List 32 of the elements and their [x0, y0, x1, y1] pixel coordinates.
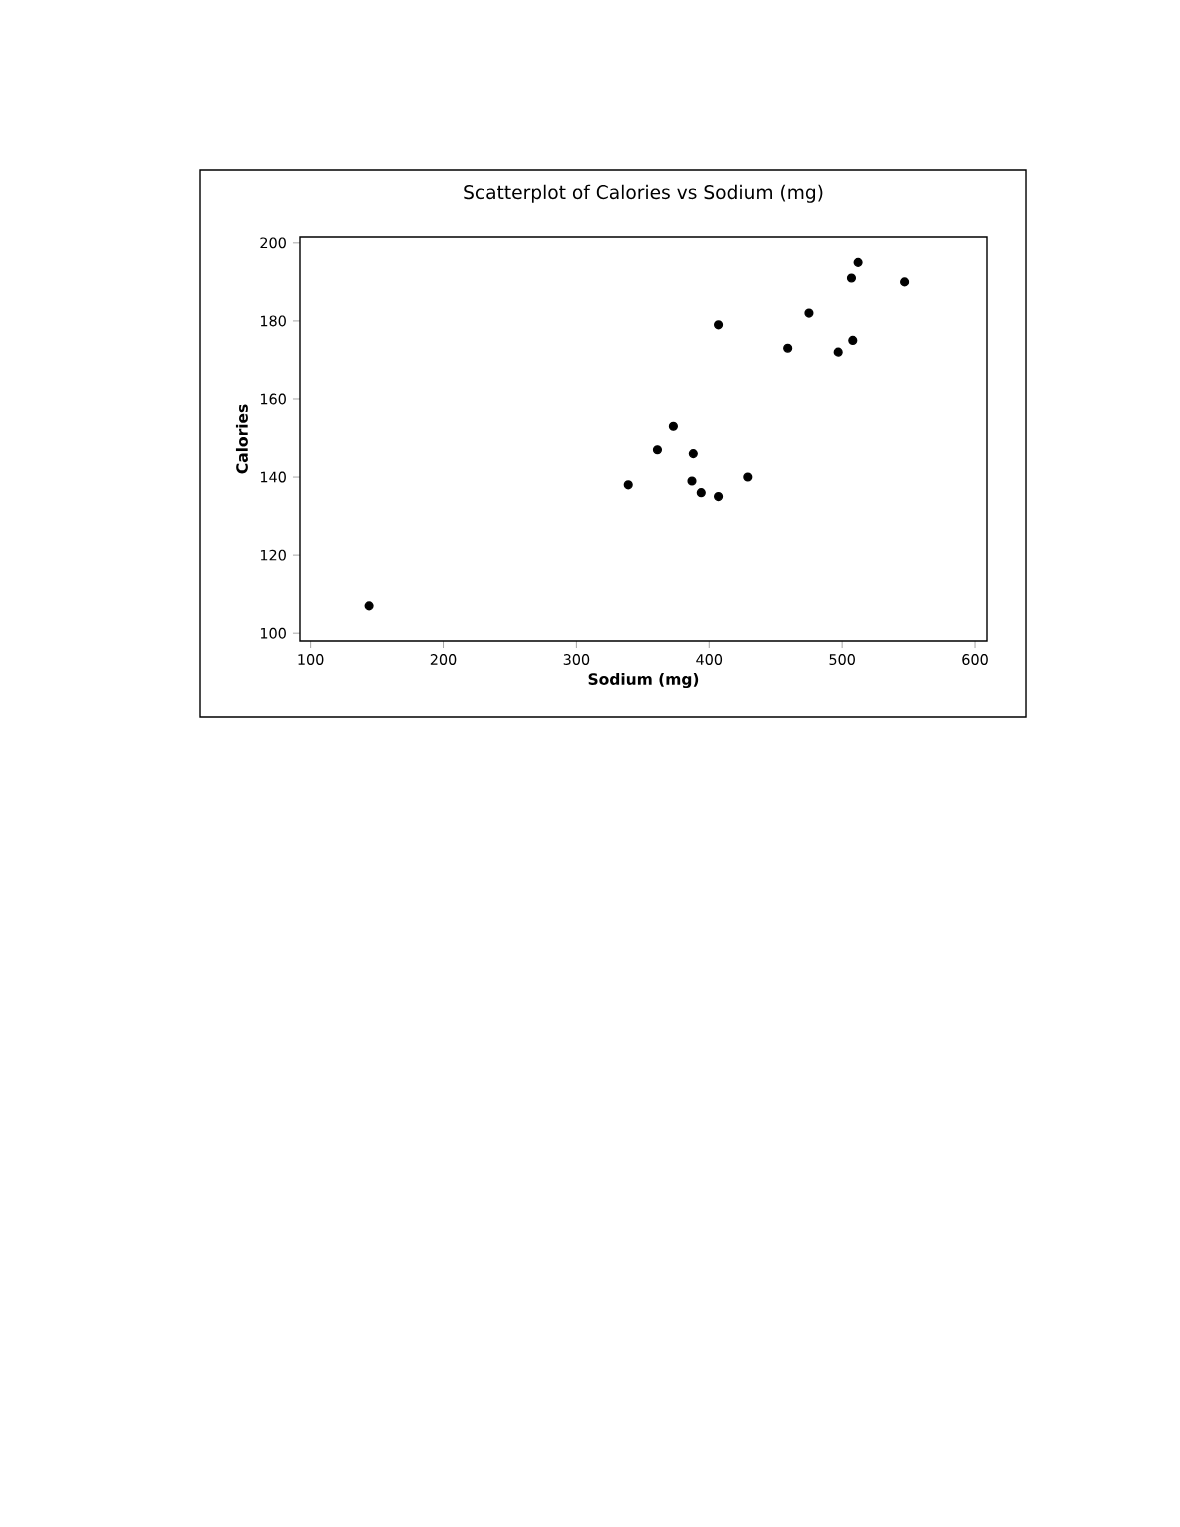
- x-tick-label: 300: [563, 654, 590, 666]
- point: [714, 320, 724, 330]
- point: [783, 343, 793, 353]
- y-tick-label: 200: [260, 237, 286, 249]
- x-tick-label: 500: [829, 654, 855, 666]
- point: [688, 449, 698, 459]
- point: [652, 445, 663, 455]
- point: [687, 476, 697, 486]
- x-axis-title: Sodium (mg): [588, 672, 699, 689]
- point: [714, 492, 724, 502]
- point: [848, 335, 858, 345]
- point: [846, 273, 857, 283]
- point: [853, 257, 863, 267]
- y-tick-label: 120: [260, 549, 286, 561]
- point: [804, 308, 814, 318]
- chart-title: Scatterplot of Calories vs Sodium (mg): [464, 184, 823, 203]
- y-tick-label: 180: [260, 315, 286, 327]
- y-tick-label: 160: [260, 393, 286, 405]
- point: [668, 421, 678, 431]
- point: [833, 347, 843, 357]
- point: [743, 472, 753, 482]
- point: [696, 488, 706, 498]
- point: [623, 480, 633, 490]
- point: [900, 277, 910, 287]
- y-tick-label: 100: [260, 627, 286, 639]
- x-tick-label: 200: [430, 654, 457, 666]
- x-tick-label: 400: [696, 654, 723, 666]
- x-tick-label: 100: [298, 654, 324, 666]
- point: [364, 601, 374, 611]
- y-axis-title: Calories: [235, 404, 248, 474]
- y-tick-label: 140: [260, 471, 286, 483]
- x-tick-label: 600: [962, 654, 988, 666]
